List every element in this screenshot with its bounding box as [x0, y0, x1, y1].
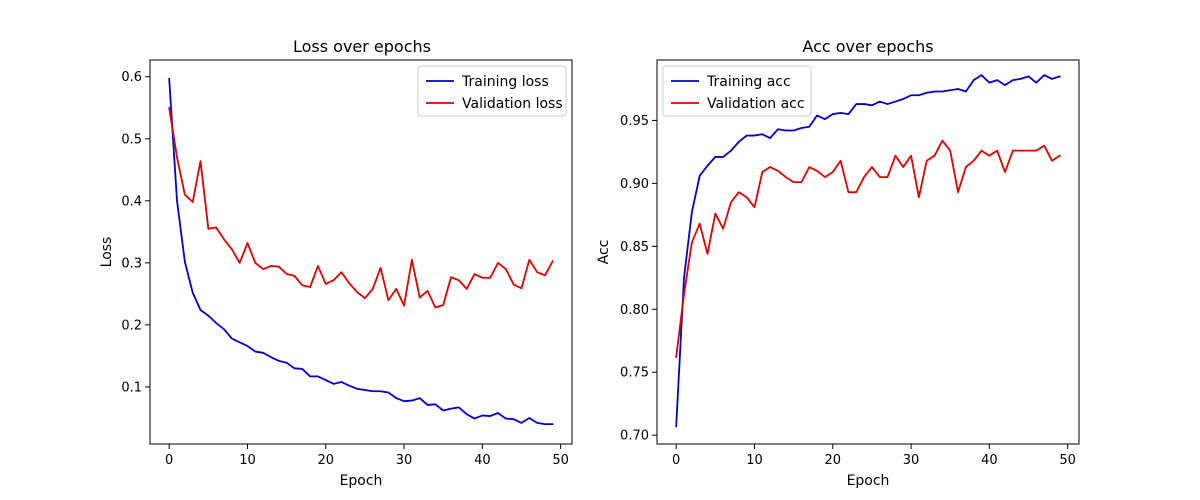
acc-chart-y-tick-label: 0.75 — [620, 366, 649, 381]
acc-chart-y-tick-label: 0.80 — [620, 303, 649, 318]
loss-chart-x-axis-label: Epoch — [340, 473, 383, 489]
acc-chart: Acc over epochs 0 10 20 30 40 500.700.750.800… — [596, 37, 1080, 489]
loss-chart-x-tick-label: 10 — [239, 453, 256, 468]
loss-chart-y-tick-label: 0.5 — [121, 132, 142, 147]
loss-chart-axes-frame — [149, 59, 573, 445]
acc-chart-validation-acc-line — [675, 139, 1061, 359]
loss-chart-plot-area: 0 10 20 30 40 50 0.1 0.2 0.3 0.4 0.5 0.6 — [121, 70, 569, 468]
loss-chart-training-loss-line — [168, 77, 554, 426]
loss-chart-x-tick-label: 50 — [552, 453, 569, 468]
loss-chart-title: Loss over epochs — [293, 37, 431, 56]
loss-chart-x-tick-label: 40 — [474, 453, 491, 468]
loss-chart-y-axis-label: Loss — [99, 237, 115, 268]
loss-chart-legend-validation-loss-label: Validation loss — [462, 96, 563, 112]
acc-chart-x-tick-label: 40 — [981, 453, 998, 468]
acc-chart-y-axis-label: Acc — [596, 240, 612, 265]
acc-chart-legend-validation-acc-label: Validation acc — [707, 96, 805, 112]
loss-chart-x-tick-label: 0 — [165, 453, 173, 468]
acc-chart-legend: Training acc Validation acc — [662, 65, 812, 117]
acc-chart-x-tick-label: 10 — [746, 453, 763, 468]
acc-chart-y-tick-label: 0.95 — [620, 114, 649, 129]
acc-chart-x-tick-label: 0 — [672, 453, 680, 468]
loss-chart-legend-training-loss-label: Training loss — [461, 74, 549, 90]
loss-chart-y-tick-label: 0.4 — [121, 194, 142, 209]
loss-chart-legend-frame — [417, 65, 567, 117]
loss-chart-legend: Training loss Validation loss — [417, 65, 567, 117]
acc-chart-y-tick-label: 0.85 — [620, 240, 649, 255]
loss-chart-x-tick-label: 20 — [317, 453, 334, 468]
acc-chart-legend-training-acc-label: Training acc — [706, 74, 791, 90]
loss-chart-y-tick-label: 0.3 — [121, 256, 142, 271]
loss-chart-x-tick-label: 30 — [396, 453, 413, 468]
acc-chart-x-axis-label: Epoch — [847, 473, 890, 489]
loss-chart: Loss over epochs 0 10 20 30 40 50 0.1 0.2 0.3 0.4… — [99, 37, 573, 489]
loss-chart-validation-loss-line — [168, 106, 554, 309]
acc-chart-y-tick-label: 0.90 — [620, 177, 649, 192]
acc-chart-title: Acc over epochs — [802, 37, 933, 56]
acc-chart-training-acc-line — [675, 74, 1061, 428]
loss-chart-y-tick-label: 0.1 — [121, 380, 142, 395]
acc-chart-y-tick-label: 0.70 — [620, 429, 649, 444]
acc-chart-axes-frame — [656, 59, 1080, 445]
acc-chart-x-tick-label: 30 — [903, 453, 920, 468]
acc-chart-x-tick-label: 20 — [824, 453, 841, 468]
acc-chart-legend-frame — [662, 65, 812, 117]
loss-chart-y-tick-label: 0.6 — [121, 70, 142, 85]
acc-chart-x-tick-label: 50 — [1059, 453, 1076, 468]
loss-chart-y-tick-label: 0.2 — [121, 318, 142, 333]
acc-chart-plot-area: 0 10 20 30 40 50 0.70 0.75 0.80 0.85 0.90 0.95 — [620, 74, 1076, 468]
